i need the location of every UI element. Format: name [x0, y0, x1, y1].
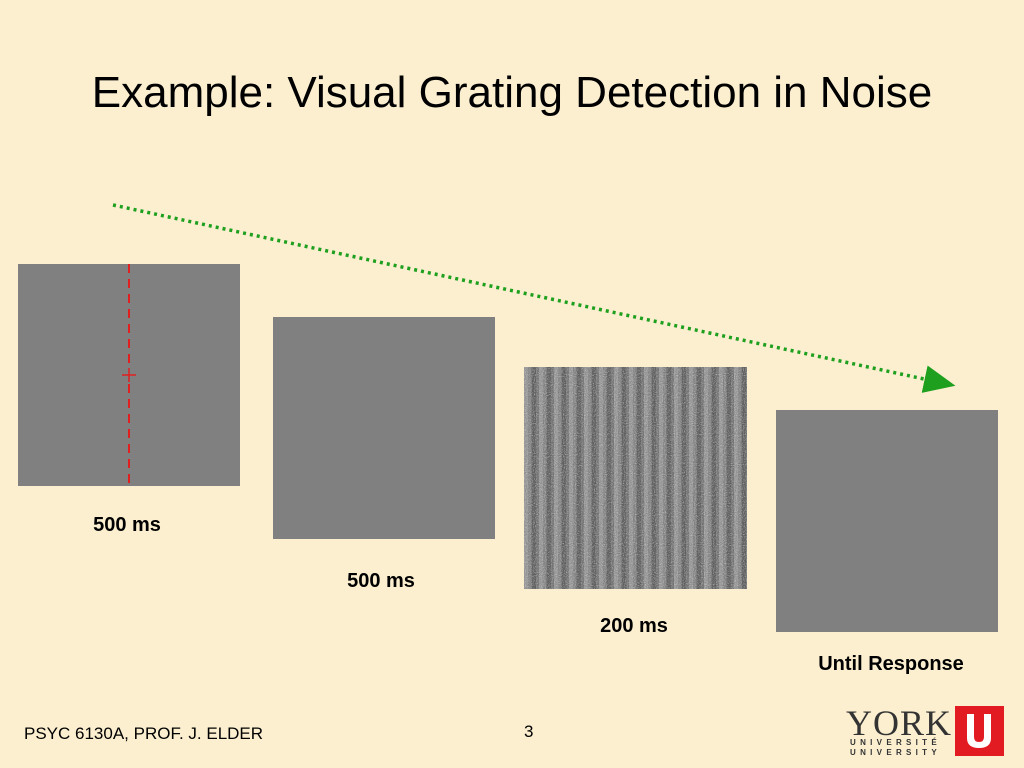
frame-label: 500 ms	[347, 570, 415, 592]
response-frame	[776, 410, 998, 632]
footer-course: PSYC 6130A, PROF. J. ELDER	[24, 724, 264, 743]
frame-label: 200 ms	[600, 615, 668, 637]
blank-frame	[273, 317, 495, 539]
frame-label: Until Response	[818, 653, 964, 675]
logo-name: YORK	[846, 703, 953, 743]
time-arrow	[112, 203, 956, 393]
frame-label: 500 ms	[93, 514, 161, 536]
page-number: 3	[524, 722, 534, 741]
logo-line: UNIVERSITÉ	[850, 738, 942, 747]
logo-box	[955, 706, 1004, 756]
slide-title: Example: Visual Grating Detection in Noi…	[91, 68, 933, 117]
fixation-cross	[122, 368, 136, 382]
logo-u	[967, 714, 991, 748]
grating-frame	[524, 367, 747, 589]
logo-line: UNIVERSITY	[850, 748, 942, 757]
